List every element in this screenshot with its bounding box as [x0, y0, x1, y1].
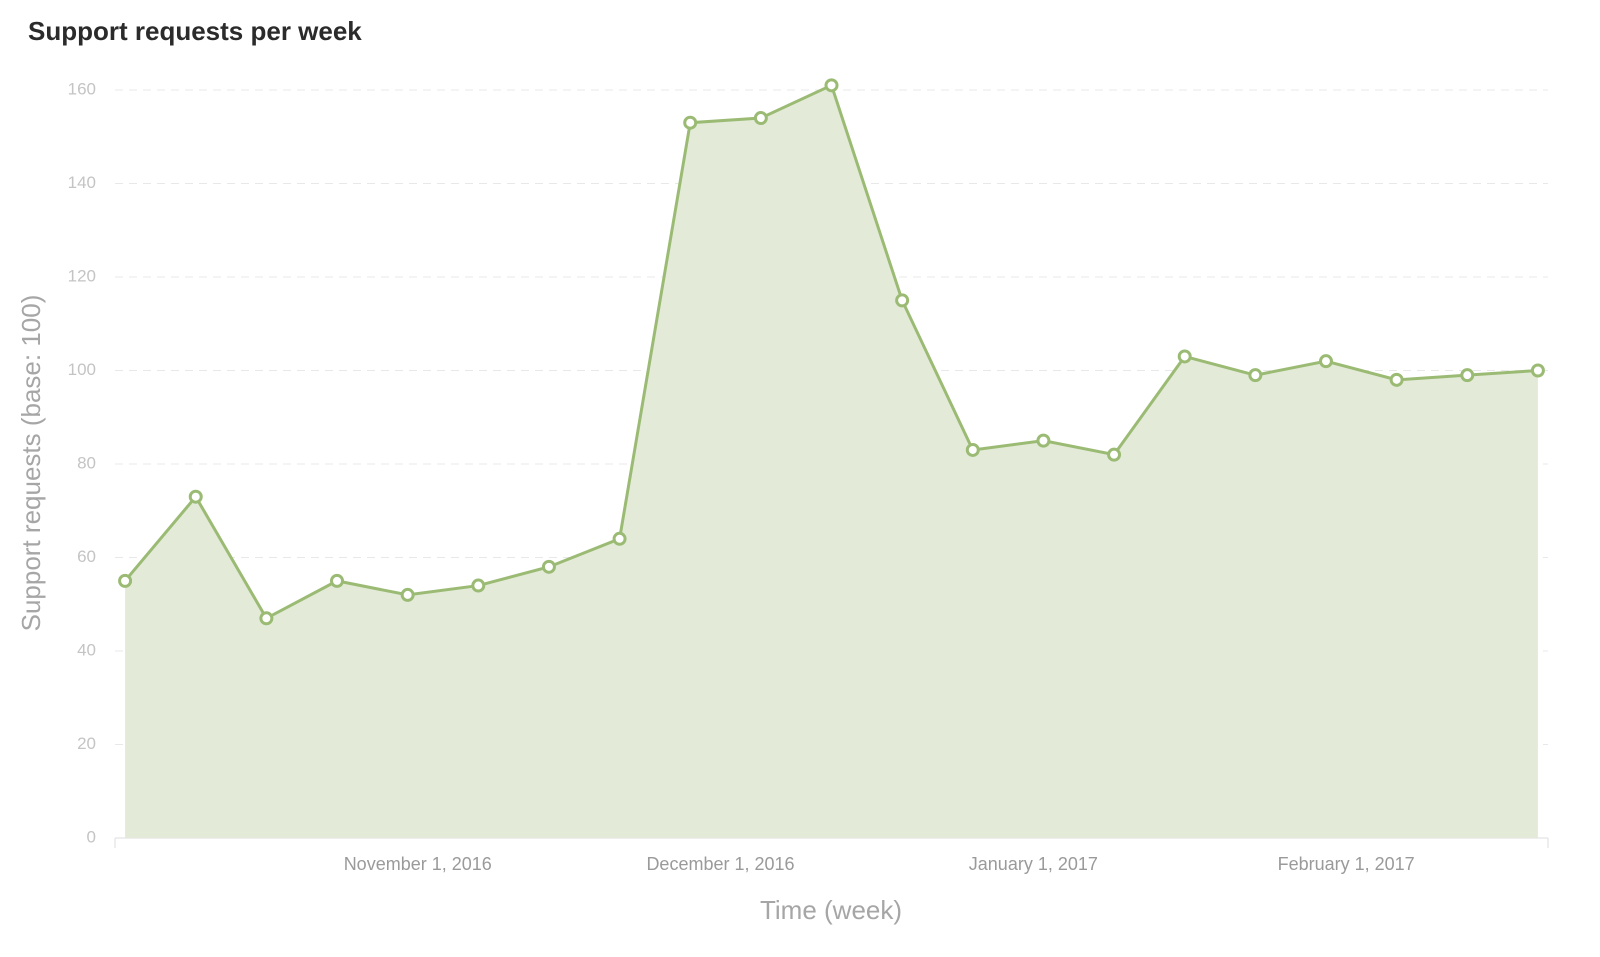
- point: [965, 442, 980, 457]
- x-tick-label: November 1, 2016: [344, 854, 492, 874]
- x-tick-label: February 1, 2017: [1278, 854, 1415, 874]
- point: [683, 115, 698, 130]
- y-tick-label: 20: [77, 734, 96, 753]
- point: [1318, 354, 1333, 369]
- point: [541, 559, 556, 574]
- point: [612, 531, 627, 546]
- y-tick-label: 120: [68, 266, 96, 285]
- point: [895, 293, 910, 308]
- y-tick-label: 60: [77, 547, 96, 566]
- point: [753, 111, 768, 126]
- point: [1107, 447, 1122, 462]
- point: [1389, 372, 1404, 387]
- x-tick-label: January 1, 2017: [969, 854, 1098, 874]
- point: [1460, 368, 1475, 383]
- y-tick-label: 140: [68, 173, 96, 192]
- y-tick-label: 40: [77, 640, 96, 659]
- y-axis-label: Support requests (base: 100): [16, 295, 46, 632]
- y-tick-label: 80: [77, 453, 96, 472]
- point: [1530, 363, 1545, 378]
- point: [259, 611, 274, 626]
- point: [1036, 433, 1051, 448]
- y-tick-label: 160: [68, 79, 96, 98]
- area: [125, 85, 1538, 838]
- point: [1177, 349, 1192, 364]
- point: [824, 78, 839, 93]
- x-axis-label: Time (week): [760, 895, 902, 925]
- point: [471, 578, 486, 593]
- y-tick-label: 100: [68, 360, 96, 379]
- x-tick-label: December 1, 2016: [646, 854, 794, 874]
- point: [400, 587, 415, 602]
- chart-title: Support requests per week: [28, 16, 362, 46]
- point: [188, 489, 203, 504]
- point: [118, 573, 133, 588]
- point: [1248, 368, 1263, 383]
- y-tick-label: 0: [87, 827, 96, 846]
- point: [330, 573, 345, 588]
